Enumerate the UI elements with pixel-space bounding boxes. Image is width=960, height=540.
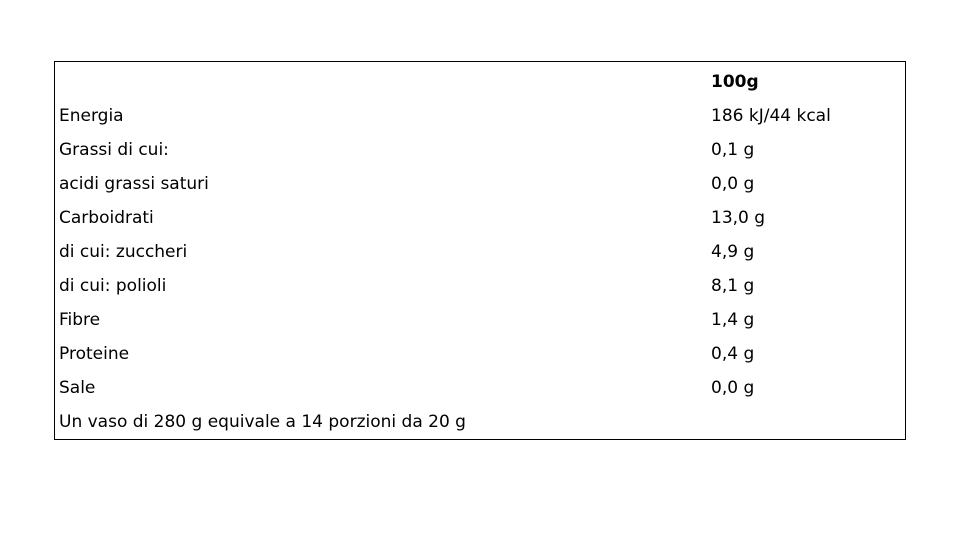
footer-note: Un vaso di 280 g equivale a 14 porzioni … — [59, 412, 466, 432]
label-cell: di cui: zuccheri — [59, 242, 188, 262]
value-cell: 8,1 g — [711, 276, 755, 296]
table-row: di cui: zuccheri 4,9 g — [59, 235, 899, 269]
label-cell: Carboidrati — [59, 208, 154, 228]
value-cell: 0,0 g — [711, 174, 755, 194]
header-cell: 100g — [711, 72, 759, 92]
table-row: Proteine 0,4 g — [59, 337, 899, 371]
table-row: Carboidrati 13,0 g — [59, 201, 899, 235]
nutrition-table: 100g Energia 186 kJ/44 kcal Grassi di cui: 0… — [54, 61, 906, 440]
table-row: Un vaso di 280 g equivale a 14 porzioni … — [59, 405, 899, 439]
table-row: di cui: polioli 8,1 g — [59, 269, 899, 303]
label-cell: Energia — [59, 106, 124, 126]
value-cell: 0,4 g — [711, 344, 755, 364]
label-cell: Sale — [59, 378, 96, 398]
table-row: acidi grassi saturi 0,0 g — [59, 167, 899, 201]
label-cell: acidi grassi saturi — [59, 174, 209, 194]
table-row: Fibre 1,4 g — [59, 303, 899, 337]
value-cell: 0,1 g — [711, 140, 755, 160]
label-cell: di cui: polioli — [59, 276, 167, 296]
label-cell: Proteine — [59, 344, 130, 364]
value-cell: 0,0 g — [711, 378, 755, 398]
table-row: Sale 0,0 g — [59, 371, 899, 405]
label-cell: Grassi di cui: — [59, 140, 169, 160]
value-cell: 4,9 g — [711, 242, 755, 262]
label-cell: Fibre — [59, 310, 101, 330]
table-row: 100g — [59, 65, 899, 99]
value-cell: 1,4 g — [711, 310, 755, 330]
table-row: Energia 186 kJ/44 kcal — [59, 99, 899, 133]
value-cell: 186 kJ/44 kcal — [711, 106, 831, 126]
value-cell: 13,0 g — [711, 208, 766, 228]
table-row: Grassi di cui: 0,1 g — [59, 133, 899, 167]
